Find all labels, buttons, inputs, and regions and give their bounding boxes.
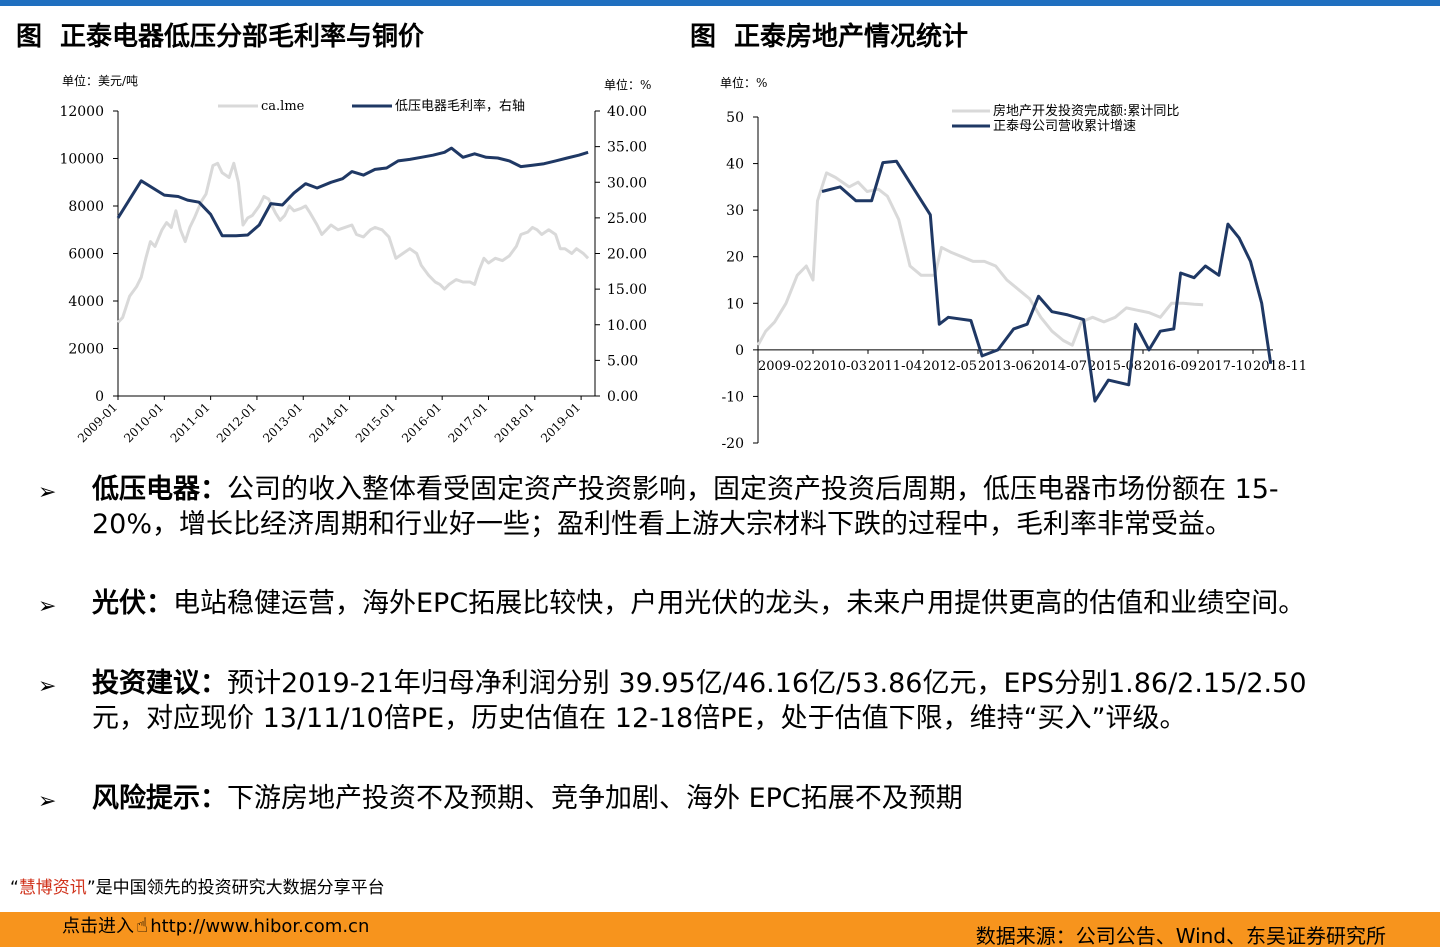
y-tick-label: -20 (721, 436, 744, 452)
right-y-tick-label: 5.00 (607, 353, 638, 369)
bullet-text: 预计2019-21年归母净利润分别 39.95亿/46.16亿/53.86亿元，… (92, 668, 1307, 734)
right-y-tick-label: 0.00 (607, 389, 638, 405)
x-tick-label: 2011-01 (168, 400, 213, 445)
y-tick-label: 20 (726, 250, 744, 266)
x-tick-label: 2019-01 (538, 400, 583, 445)
x-tick-label: 2010-01 (121, 400, 166, 445)
legend-label: 正泰母公司营收累计增速 (993, 119, 1136, 134)
y-tick-label: 10 (726, 296, 744, 312)
left-y-tick-label: 10000 (59, 152, 104, 168)
x-tick-label: 2018-11 (1253, 359, 1307, 374)
x-tick-label: 2009-01 (75, 400, 120, 445)
x-tick-label: 2015-08 (1088, 359, 1142, 374)
data-source: 数据来源：公司公告、Wind、东吴证券研究所 (975, 924, 1386, 948)
bullet-body: 投资建议：预计2019-21年归母净利润分别 39.95亿/46.16亿/53.… (92, 666, 1317, 736)
tagline-text: 是中国领先的投资研究大数据分享平台 (95, 878, 385, 898)
x-tick-label: 2016-01 (399, 400, 444, 445)
left-y-tick-label: 6000 (68, 247, 104, 263)
right-chart-title-text: 正泰房地产情况统计 (734, 22, 969, 52)
left-chart-axes: 0 2000 4000 6000 8000 10000 12000 0.00 5.00 10.00… (59, 104, 647, 445)
footer-bar (0, 912, 1440, 947)
bullet-arrow-icon: ➢ (38, 594, 57, 619)
x-tick-label: 2016-09 (1143, 359, 1197, 374)
x-tick-label: 2013-06 (978, 359, 1032, 374)
bullet-arrow-icon: ➢ (38, 674, 57, 699)
copper-price-line (116, 161, 590, 324)
right-y-tick-label: 20.00 (607, 247, 647, 263)
right-chart-title-lead: 图 (690, 22, 717, 52)
footer-tagline: “慧博资讯”是中国领先的投资研究大数据分享平台 (10, 873, 385, 898)
y-tick-label: 40 (726, 157, 744, 173)
bullet-heading: 投资建议： (92, 668, 227, 699)
x-tick-label: 2017-01 (445, 400, 490, 445)
y-tick-label: 50 (726, 110, 744, 126)
quote-close: ” (86, 878, 96, 898)
right-axis-unit: 单位：% (604, 77, 651, 92)
legend-label: ca.lme (261, 99, 305, 114)
right-y-tick-label: 40.00 (607, 104, 647, 120)
gross-margin-line (116, 146, 589, 238)
left-chart-title-text: 正泰电器低压分部毛利率与铜价 (60, 22, 425, 52)
right-y-tick-label: 10.00 (607, 318, 647, 334)
bullet-arrow-icon: ➢ (38, 789, 57, 814)
left-y-tick-label: 0 (95, 389, 104, 405)
bullet-text: 公司的收入整体看受固定资产投资影响，固定资产投资后周期，低压电器市场份额在 15… (92, 474, 1279, 540)
bullet-heading: 低压电器： (92, 474, 227, 505)
bullet-heading: 光伏： (92, 588, 173, 619)
y-tick-label: -10 (721, 389, 744, 405)
x-tick-label: 2013-01 (260, 400, 305, 445)
x-tick-label: 2012-05 (923, 359, 977, 374)
bullet-arrow-icon: ➢ (38, 480, 57, 505)
bullet-heading: 风险提示： (92, 783, 227, 814)
right-chart-unit: 单位：% (720, 75, 767, 90)
left-y-tick-label: 12000 (59, 104, 104, 120)
right-y-tick-label: 15.00 (607, 282, 647, 298)
pointing-hand-icon: ☝ (136, 913, 149, 937)
y-tick-label: 0 (735, 343, 744, 359)
right-y-tick-label: 30.00 (607, 175, 647, 191)
x-tick-label: 2012-01 (214, 400, 259, 445)
bullet-body: 低压电器：公司的收入整体看受固定资产投资影响，固定资产投资后周期，低压电器市场份… (92, 472, 1317, 542)
bullet-body: 光伏：电站稳健运营，海外EPC拓展比较快，户用光伏的龙头，未来户用提供更高的估值… (92, 586, 1317, 621)
right-chart-title: 图正泰房地产情况统计 (690, 16, 968, 53)
bullet-body: 风险提示：下游房地产投资不及预期、竞争加剧、海外 EPC拓展不及预期 (92, 781, 1317, 816)
right-y-tick-label: 35.00 (607, 140, 647, 156)
legend-label: 房地产开发投资完成额:累计同比 (993, 103, 1179, 119)
footer-link[interactable]: 点击进入 ☝ http://www.hibor.com.cn (62, 912, 369, 938)
real-estate-investment-line (756, 171, 1204, 347)
bullet-text: 电站稳健运营，海外EPC拓展比较快，户用光伏的龙头，未来户用提供更高的估值和业绩… (173, 588, 1306, 619)
left-axis-unit: 单位：美元/吨 (62, 73, 138, 88)
x-tick-label: 2018-01 (492, 400, 537, 445)
x-tick-label: 2010-03 (813, 359, 867, 374)
left-chart-series (116, 146, 590, 324)
quote-open: “ (10, 878, 19, 898)
right-y-tick-label: 25.00 (607, 211, 647, 227)
x-tick-label: 2015-01 (353, 400, 398, 445)
left-y-tick-label: 4000 (68, 294, 104, 310)
x-tick-label: 2014-01 (307, 400, 352, 445)
left-y-tick-label: 8000 (68, 199, 104, 215)
x-tick-label: 2014-07 (1033, 359, 1087, 374)
bullet-text: 下游房地产投资不及预期、竞争加剧、海外 EPC拓展不及预期 (227, 783, 963, 814)
x-tick-label: 2017-10 (1198, 359, 1252, 374)
parent-revenue-growth-line (821, 159, 1273, 403)
right-chart-series (756, 159, 1273, 403)
top-accent-bar (0, 0, 1440, 6)
y-tick-label: 30 (726, 203, 744, 219)
link-url[interactable]: http://www.hibor.com.cn (150, 916, 370, 937)
left-chart-title: 图正泰电器低压分部毛利率与铜价 (16, 16, 424, 53)
legend-label: 低压电器毛利率，右轴 (395, 98, 525, 114)
copper-margin-chart: 单位：美元/吨 单位：% ca.lme 低压电器毛利率，右轴 0 2000 4000 6… (59, 73, 651, 445)
left-chart-title-lead: 图 (16, 22, 43, 52)
brand-name: 慧博资讯 (18, 878, 87, 898)
left-y-tick-label: 2000 (68, 342, 104, 358)
x-tick-label: 2011-04 (868, 359, 922, 374)
left-chart-legend: ca.lme 低压电器毛利率，右轴 (218, 98, 525, 114)
link-prefix: 点击进入 (62, 916, 134, 937)
x-tick-label: 2009-02 (758, 359, 812, 374)
